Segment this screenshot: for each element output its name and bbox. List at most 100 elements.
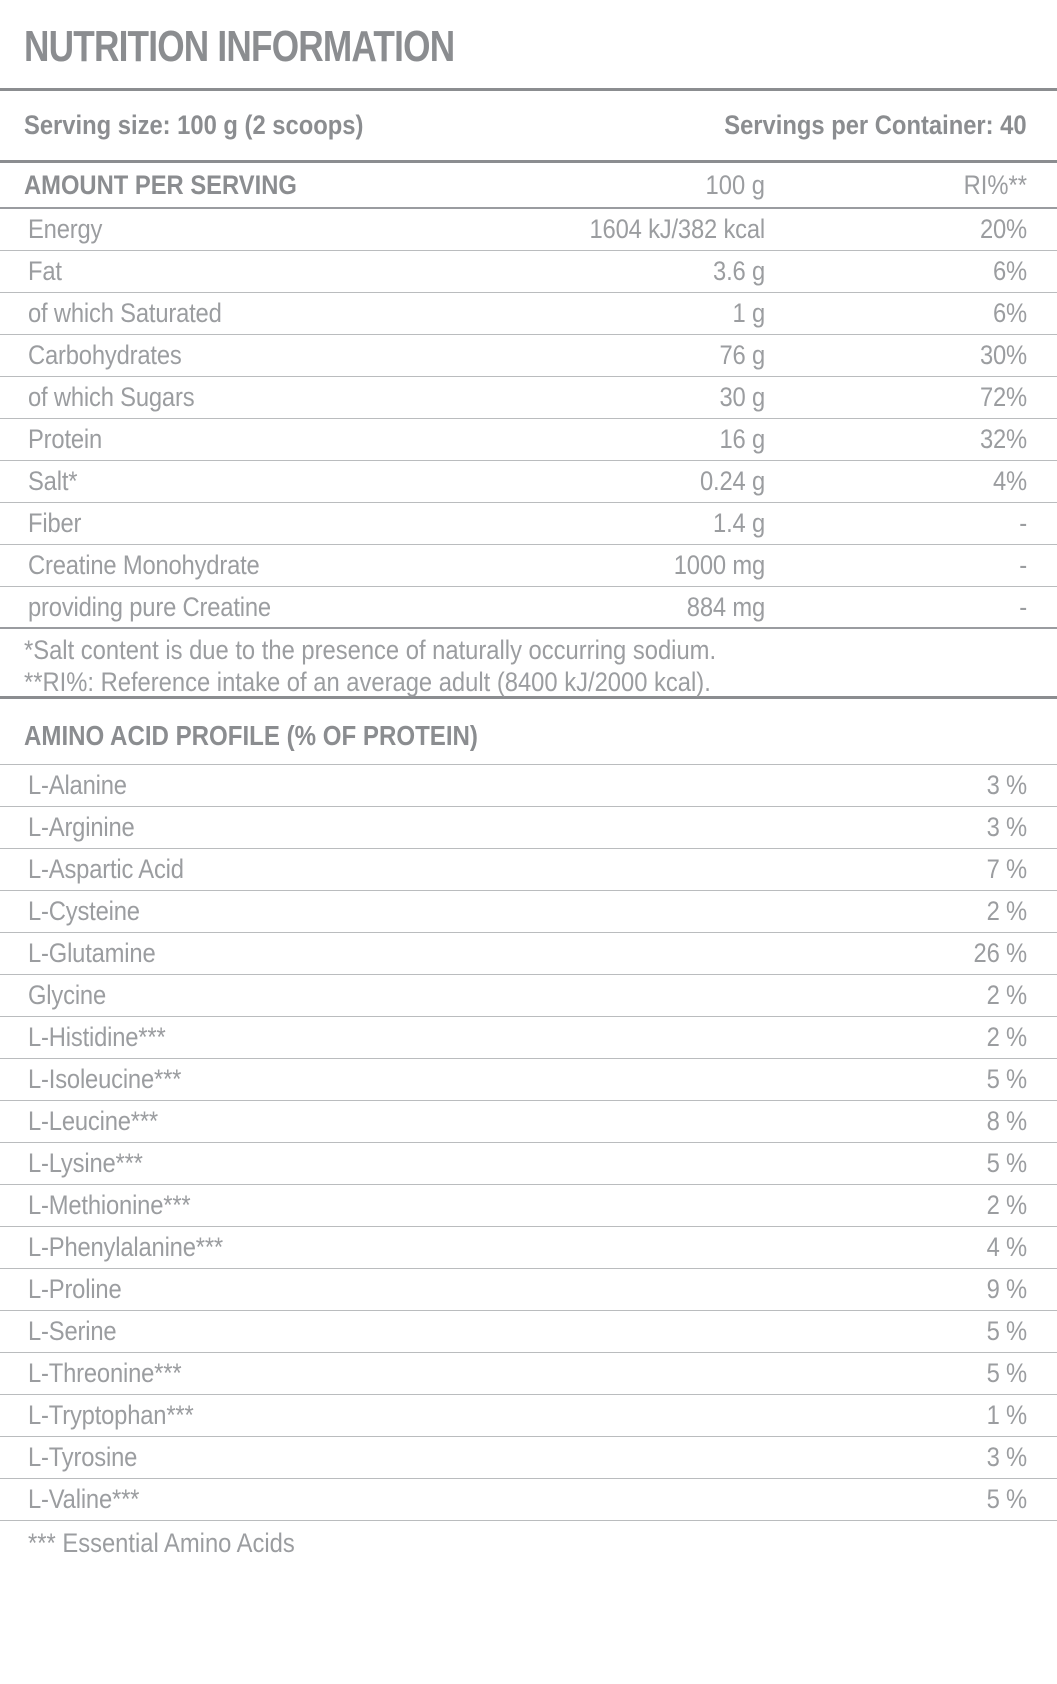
table-row: L-Leucine*** 8 %	[0, 1101, 1057, 1143]
table-row: L-Valine*** 5 %	[0, 1479, 1057, 1521]
table-row: Fat 3.6 g 6%	[0, 251, 1057, 293]
nutrient-amount: 1604 kJ/382 kcal	[589, 214, 765, 244]
nutrient-ri-percent: 6%	[993, 256, 1027, 286]
table-row: Fiber 1.4 g -	[0, 503, 1057, 545]
amino-acid-percent: 7 %	[986, 854, 1028, 884]
salt-footnote: *Salt content is due to the presence of …	[24, 635, 717, 665]
table-row: Salt* 0.24 g 4%	[0, 461, 1057, 503]
nutrient-ri-percent: 72%	[979, 382, 1027, 412]
table-row: of which Saturated 1 g 6%	[0, 293, 1057, 335]
table-row: L-Phenylalanine*** 4 %	[0, 1227, 1057, 1269]
table-row: L-Proline 9 %	[0, 1269, 1057, 1311]
table-row: L-Arginine 3 %	[0, 807, 1057, 849]
nutrient-ri-percent: 6%	[993, 298, 1027, 328]
table-row: Glycine 2 %	[0, 975, 1057, 1017]
nutrient-name: providing pure Creatine	[28, 591, 271, 622]
table-row: L-Glutamine 26 %	[0, 933, 1057, 975]
nutrient-name: Salt*	[28, 466, 78, 496]
amino-acid-percent: 5 %	[986, 1358, 1028, 1388]
amino-acid-percent: 4 %	[986, 1232, 1028, 1262]
amino-acid-percent: 3 %	[986, 1442, 1028, 1472]
amount-header-label: AMOUNT PER SERVING	[24, 169, 297, 200]
table-row: providing pure Creatine 884 mg -	[0, 587, 1057, 629]
table-row: L-Cysteine 2 %	[0, 891, 1057, 933]
table-row: L-Threonine*** 5 %	[0, 1353, 1057, 1395]
nutrient-amount: 1 g	[732, 298, 765, 328]
nutrient-ri-percent: 20%	[979, 214, 1027, 244]
amount-table-header: AMOUNT PER SERVING 100 g RI%**	[0, 163, 1057, 209]
amino-acid-name: L-Valine***	[28, 1484, 140, 1514]
nutrient-name: of which Sugars	[28, 382, 195, 412]
table-row: Protein 16 g 32%	[0, 419, 1057, 461]
table-row: L-Isoleucine*** 5 %	[0, 1059, 1057, 1101]
nutrient-amount: 76 g	[719, 340, 765, 370]
nutrient-amount: 3.6 g	[713, 256, 765, 286]
amount-header-amount: 100 g	[705, 169, 765, 200]
nutrient-amount: 16 g	[719, 424, 765, 454]
amino-acid-name: L-Methionine***	[28, 1190, 191, 1220]
amino-acid-percent: 26 %	[973, 938, 1028, 968]
table-row: L-Methionine*** 2 %	[0, 1185, 1057, 1227]
amino-acid-percent: 1 %	[986, 1400, 1028, 1430]
amino-acid-name: L-Phenylalanine***	[28, 1232, 223, 1262]
nutrient-name: Protein	[28, 424, 103, 454]
nutrient-name: Creatine Monohydrate	[28, 550, 260, 580]
table-row: L-Serine 5 %	[0, 1311, 1057, 1353]
amino-acid-percent: 5 %	[986, 1148, 1028, 1178]
table-row: L-Histidine*** 2 %	[0, 1017, 1057, 1059]
amino-acid-name: L-Proline	[28, 1274, 122, 1304]
amount-header-ri: RI%**	[963, 169, 1027, 200]
amino-acid-percent: 3 %	[986, 812, 1028, 842]
amino-section-heading: AMINO ACID PROFILE (% OF PROTEIN)	[24, 719, 478, 751]
nutrient-ri-percent: 4%	[993, 466, 1027, 496]
table-row: L-Aspartic Acid 7 %	[0, 849, 1057, 891]
amount-table-footnotes: *Salt content is due to the presence of …	[0, 629, 1057, 699]
nutrient-name: Carbohydrates	[28, 340, 182, 370]
nutrient-ri-percent: -	[1019, 550, 1027, 580]
amino-acid-percent: 2 %	[986, 896, 1028, 926]
nutrient-amount: 30 g	[719, 382, 765, 412]
table-row: L-Lysine*** 5 %	[0, 1143, 1057, 1185]
amino-acid-name: L-Isoleucine***	[28, 1064, 182, 1094]
amino-acid-name: Glycine	[28, 980, 107, 1010]
title-block: NUTRITION INFORMATION	[0, 0, 1057, 91]
amino-acid-name: L-Leucine***	[28, 1106, 158, 1136]
amino-acid-name: L-Alanine	[28, 770, 127, 800]
amino-acid-percent: 5 %	[986, 1484, 1028, 1514]
nutrient-amount: 0.24 g	[699, 466, 765, 496]
table-row: L-Alanine 3 %	[0, 765, 1057, 807]
table-row: Creatine Monohydrate 1000 mg -	[0, 545, 1057, 587]
servings-per-container-label: Servings per Container: 40	[724, 110, 1027, 140]
nutrient-amount: 1000 mg	[673, 550, 765, 580]
essential-amino-acids-note: *** Essential Amino Acids	[0, 1521, 1057, 1565]
essential-note-text: *** Essential Amino Acids	[28, 1527, 295, 1558]
amino-acid-name: L-Histidine***	[28, 1022, 166, 1052]
nutrient-name: Fiber	[28, 508, 82, 538]
nutrient-ri-percent: -	[1019, 591, 1027, 622]
amino-acid-name: L-Serine	[28, 1316, 117, 1346]
ri-footnote: **RI%: Reference intake of an average ad…	[24, 667, 711, 697]
amino-acid-name: L-Arginine	[28, 812, 135, 842]
amount-table-body: Energy 1604 kJ/382 kcal 20% Fat 3.6 g 6%…	[0, 209, 1057, 629]
amino-acid-percent: 5 %	[986, 1316, 1028, 1346]
amino-acid-name: L-Tryptophan***	[28, 1400, 194, 1430]
nutrient-amount: 1.4 g	[713, 508, 765, 538]
serving-size-label: Serving size: 100 g (2 scoops)	[24, 110, 364, 140]
amino-acid-percent: 2 %	[986, 1022, 1028, 1052]
nutrient-name: Fat	[28, 256, 62, 286]
nutrient-ri-percent: 32%	[979, 424, 1027, 454]
page-title: NUTRITION INFORMATION	[24, 22, 455, 71]
amino-acid-percent: 5 %	[986, 1064, 1028, 1094]
nutrient-amount: 884 mg	[686, 591, 765, 622]
amino-acid-name: L-Cysteine	[28, 896, 140, 926]
table-row: Energy 1604 kJ/382 kcal 20%	[0, 209, 1057, 251]
table-row: L-Tyrosine 3 %	[0, 1437, 1057, 1479]
nutrient-ri-percent: 30%	[979, 340, 1027, 370]
amino-acid-percent: 8 %	[986, 1106, 1028, 1136]
amino-acid-percent: 2 %	[986, 1190, 1028, 1220]
nutrient-name: of which Saturated	[28, 298, 222, 328]
amino-acid-name: L-Threonine***	[28, 1358, 182, 1388]
amino-acid-percent: 2 %	[986, 980, 1028, 1010]
amino-table-body: L-Alanine 3 % L-Arginine 3 % L-Aspartic …	[0, 765, 1057, 1521]
